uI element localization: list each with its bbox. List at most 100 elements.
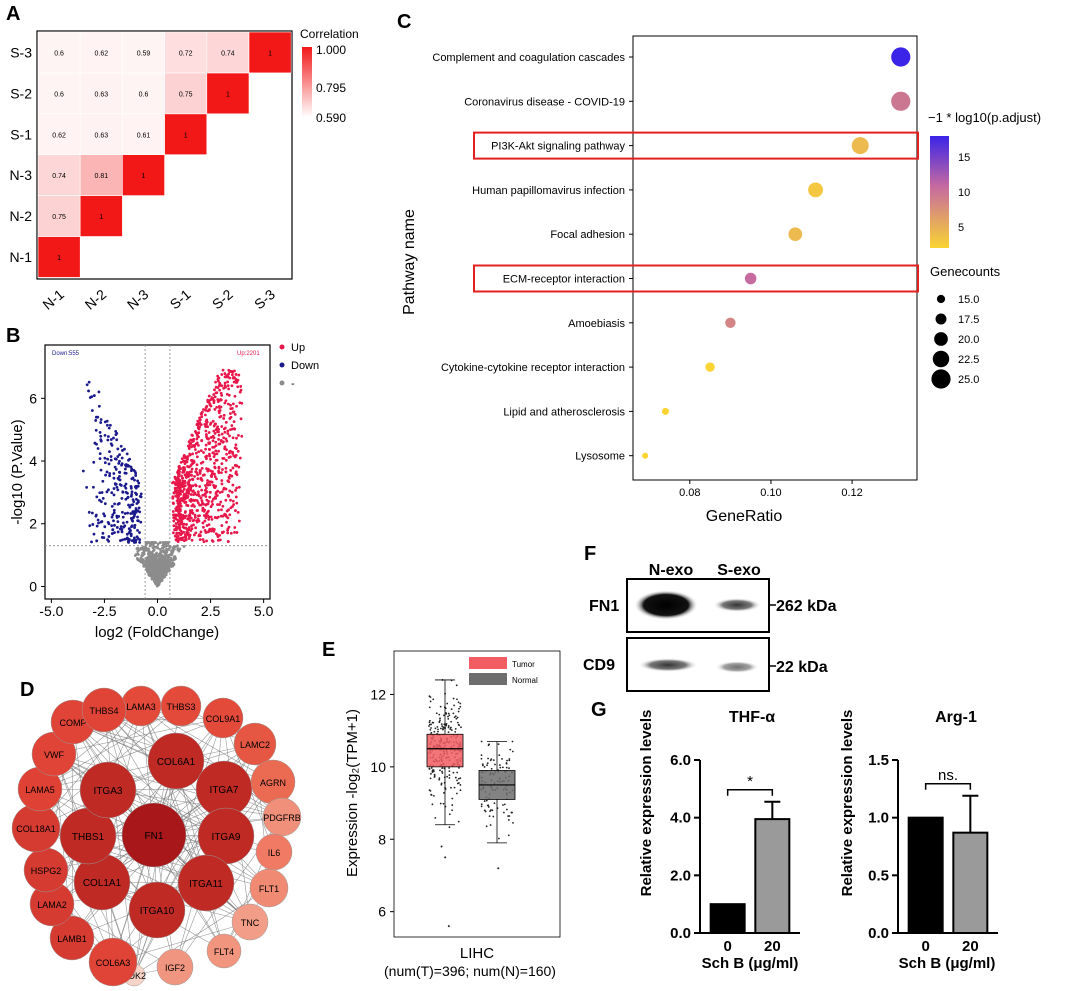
volcano-point-up [239,417,243,421]
box-jitter-point [486,804,489,807]
box-jitter-point [430,731,433,734]
volcano-point-down [97,390,101,394]
volcano-point-up [195,455,199,459]
volcano-point-up [211,439,215,443]
volcano-point-up [222,440,225,444]
volcano-point-up [234,443,238,447]
volcano-point [153,556,157,559]
volcano-point-down [118,478,122,482]
box-jitter-point [459,777,462,780]
volcano-point-down [116,476,120,480]
box-jitter-point [508,767,510,770]
volcano-point-up [217,433,221,437]
volcano-point-down [131,516,134,520]
volcano-point-up [203,519,207,523]
volcano-point-up [199,503,203,507]
volcano-point-up [212,461,216,465]
volcano-point-up [211,539,215,543]
volcano-point [158,567,162,571]
volcano-point-up [217,376,221,380]
volcano-point-up [220,471,223,475]
volcano-point-up [197,435,200,439]
box-jitter-point [456,721,459,724]
volcano-point-down [125,520,129,524]
volcano-point-up [217,430,220,434]
volcano-point-up [231,483,235,487]
volcano-point-up [238,456,242,460]
thf-alpha-title: THF-α [729,709,775,726]
box-jitter-point [432,770,435,773]
volcano-point-down [116,502,120,506]
volcano-point [147,552,150,556]
heatmap-cell-value: 0.74 [52,173,66,180]
bar [754,818,791,935]
volcano-point-up [201,507,205,511]
box-jitter-point [439,717,441,720]
bar [952,831,989,934]
box-jitter-point [457,820,460,823]
heatmap-col-label: N-2 [82,286,110,313]
volcano-point-down [129,503,133,507]
volcano-point-down [104,473,108,477]
volcano-point-up [214,449,218,453]
network-node [79,761,137,819]
volcano-point-up [212,424,216,428]
volcano-point-down [133,526,136,530]
heatmap-cell-value: 1 [142,173,146,180]
box-jitter-point [452,771,455,774]
volcano-point [154,560,158,564]
volcano-point-up [194,442,198,446]
dotplot-frame [632,35,918,481]
volcano-point-up [181,470,185,474]
box-jitter-point [447,726,450,729]
box-jitter-point [490,767,493,770]
volcano-point-up [178,509,182,513]
volcano-point-down [105,423,109,427]
box-jitter-point [508,758,511,760]
volcano-point-up [192,437,196,441]
highlight-box [473,131,919,160]
volcano-point [160,556,163,560]
bar-x-tick-label: 20 [962,938,979,955]
volcano-point-up [186,472,190,476]
volcano-point-up [198,472,202,475]
box-jitter-point [453,704,455,707]
volcano-point-down [100,491,104,494]
lane-label-s-exo: S-exo [717,562,761,579]
heatmap-cell-value: 0.74 [221,50,235,57]
volcano-point-up [202,473,206,477]
box-jitter-point [453,716,456,719]
volcano-point-down [98,498,101,502]
volcano-point-up [176,491,180,495]
volcano-point-up [216,489,220,493]
box-jitter-point [438,713,441,716]
volcano-point-up [231,402,235,406]
volcano-point-up [221,468,224,471]
network-node-label: CDK2 [122,971,146,981]
box-jitter-point [451,797,454,800]
volcano-point-up [176,470,179,474]
volcano-legend-dot [279,380,285,386]
volcano-point-down [132,538,136,542]
volcano-point-down [127,531,131,534]
volcano-point-down [115,485,119,489]
volcano-point-up [217,449,221,453]
heatmap-cell [248,31,292,74]
volcano-point-up [192,533,196,537]
network-node-label: PDGFRB [263,813,301,823]
volcano-point-down [138,538,142,542]
volcano-point-up [198,514,201,518]
volcano-point-up [190,504,194,508]
volcano-point-up [187,465,191,469]
volcano-point-up [220,425,224,428]
volcano-point-down [90,409,94,412]
box-jitter-point [439,719,441,722]
volcano-point-down [106,538,109,542]
box-jitter-point [437,728,439,731]
up-count-label: Up:2201 [237,351,260,357]
box-jitter-point [431,803,434,806]
heatmap-cell-value: 0.63 [94,132,108,139]
volcano-point [182,545,186,548]
heatmap-cell-value: 1 [184,132,188,139]
network-node-label: ITGA3 [94,786,123,797]
